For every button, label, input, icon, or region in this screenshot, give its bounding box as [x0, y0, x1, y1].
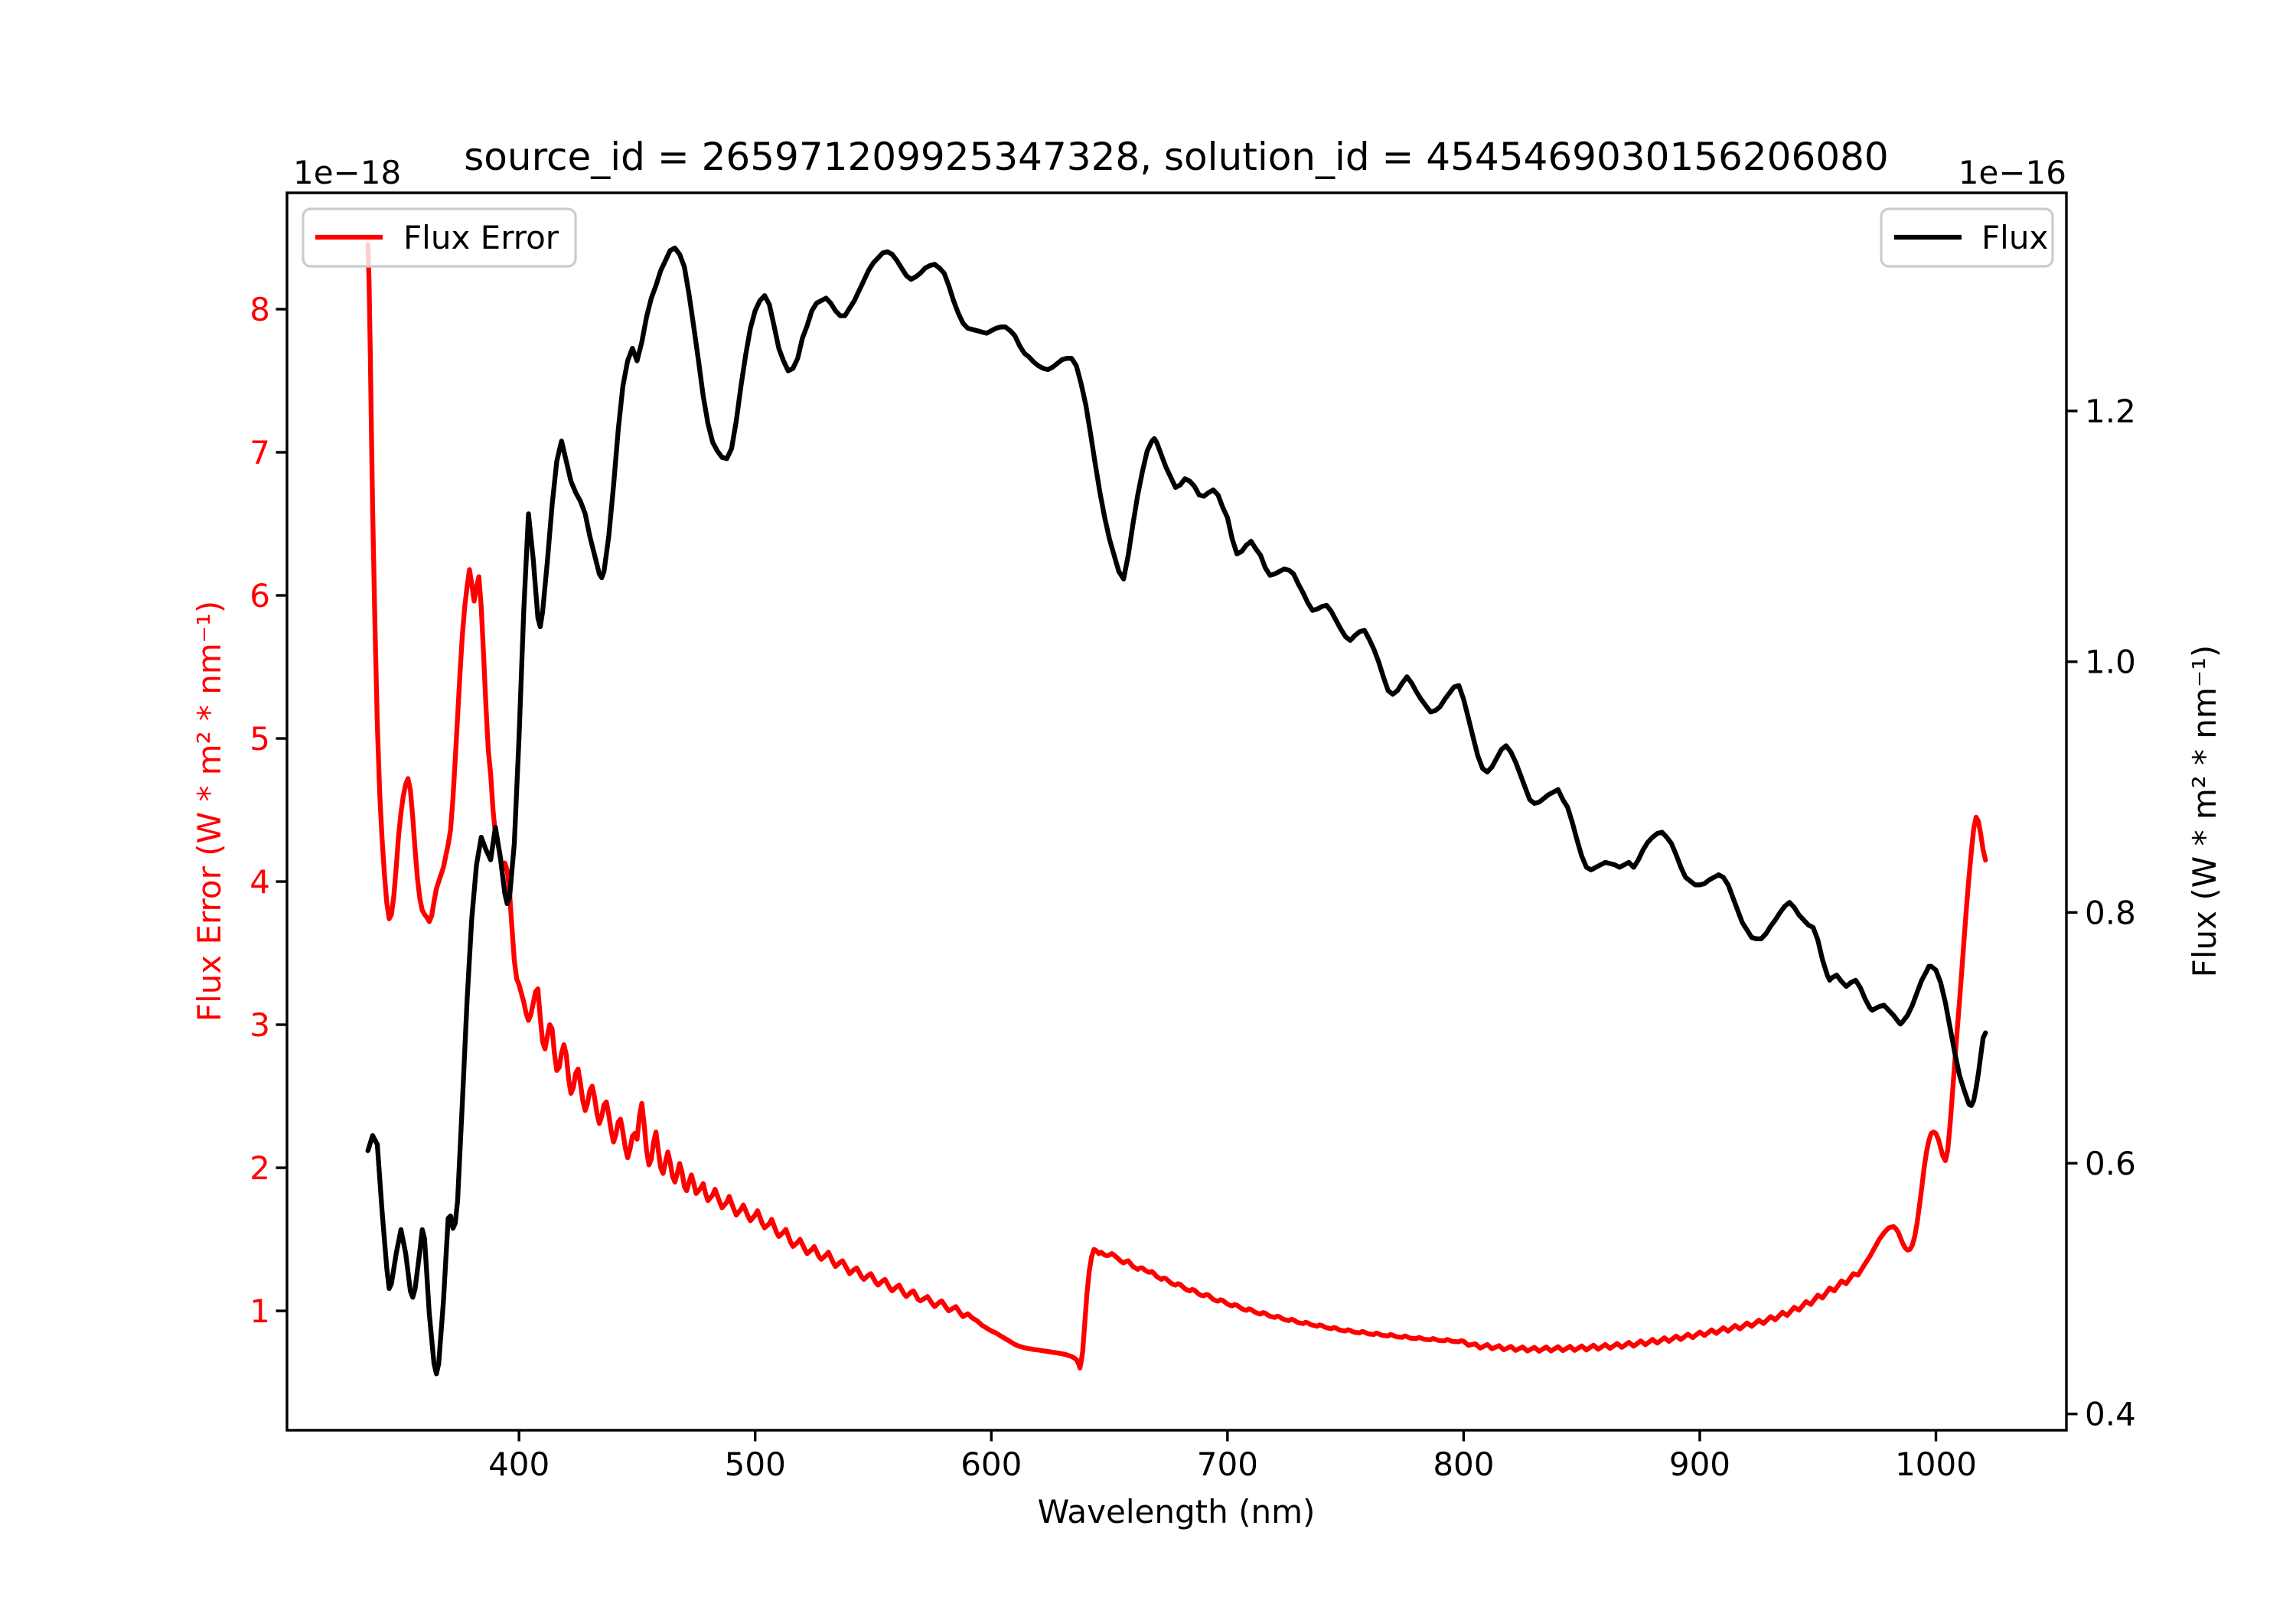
- y-left-tick-label: 7: [249, 434, 270, 471]
- x-tick-label: 900: [1669, 1446, 1730, 1483]
- y-left-tick-label: 6: [249, 577, 270, 614]
- y-right-tick-label: 0.8: [2085, 894, 2136, 931]
- x-tick-label: 600: [960, 1446, 1022, 1483]
- chart-title: source_id = 265971209925347328, solution…: [464, 135, 1888, 179]
- legend-flux: Flux: [1880, 207, 2054, 268]
- flux-line: [365, 245, 1988, 1377]
- y-left-tick-label: 1: [249, 1292, 270, 1330]
- y-right-tick-label: 0.4: [2085, 1396, 2136, 1433]
- x-tick-label: 1000: [1895, 1446, 1977, 1483]
- y-right-tick-label: 1.2: [2085, 393, 2136, 430]
- y-right-offset-label: 1e−16: [1958, 154, 2066, 191]
- y-left-tick-label: 4: [249, 863, 270, 901]
- y-right-tick-label: 1.0: [2085, 644, 2136, 681]
- y-left-tick-label: 8: [249, 291, 270, 328]
- y-left-tick-label: 5: [249, 720, 270, 758]
- x-axis-label: Wavelength (nm): [1038, 1493, 1316, 1530]
- y-right-axis-ticks: 0.4 0.6 0.8 1.0 1.2: [2066, 393, 2136, 1433]
- y-right-axis-label: Flux (W * m² * nm⁻¹): [2186, 645, 2223, 978]
- legend-flux-error-label: Flux Error: [403, 219, 559, 256]
- x-tick-label: 400: [488, 1446, 550, 1483]
- plot-area: [365, 242, 1988, 1377]
- x-tick-label: 500: [725, 1446, 786, 1483]
- legend-flux-error-box: [302, 207, 577, 268]
- x-axis-ticks: 400 500 600 700 800 900 1000: [488, 1430, 1977, 1483]
- plot-frame: [285, 191, 2068, 1432]
- flux-error-line: [365, 242, 1988, 1371]
- legend-flux-error: Flux Error: [302, 207, 577, 268]
- legend-flux-box: [1880, 207, 2054, 268]
- x-tick-label: 800: [1433, 1446, 1494, 1483]
- y-left-tick-label: 2: [249, 1149, 270, 1187]
- y-left-offset-label: 1e−18: [293, 154, 401, 191]
- y-left-axis-label: Flux Error (W * m² * nm⁻¹): [191, 601, 228, 1022]
- y-left-axis-ticks: 1 2 3 4 5 6 7 8: [249, 291, 287, 1330]
- y-right-tick-label: 0.6: [2085, 1145, 2136, 1182]
- x-tick-label: 700: [1197, 1446, 1258, 1483]
- legend-flux-label: Flux: [1981, 219, 2048, 256]
- y-left-tick-label: 3: [249, 1006, 270, 1044]
